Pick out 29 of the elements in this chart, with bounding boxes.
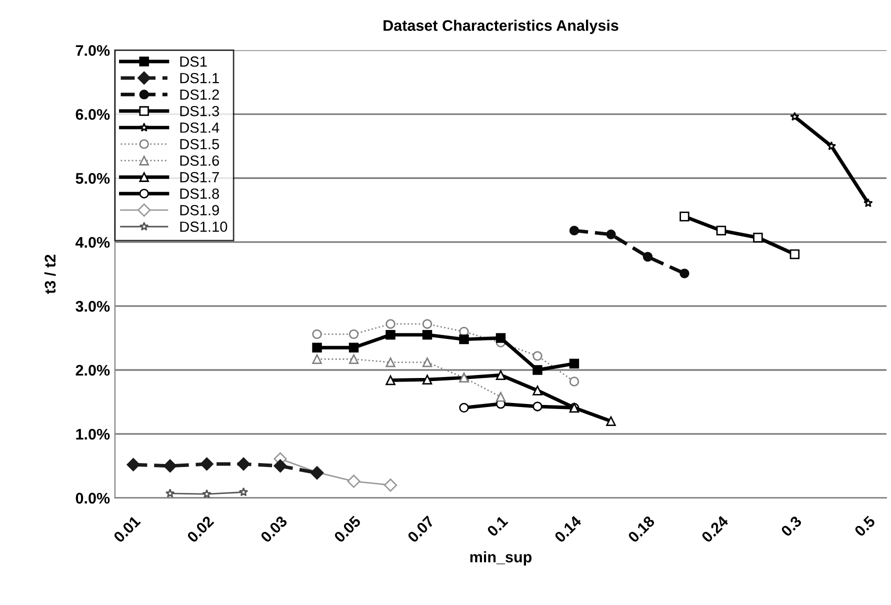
legend-label: DS1.6 bbox=[180, 156, 219, 166]
y-tick-label: 2.0% bbox=[76, 364, 110, 376]
x-tick-label: 0.18 bbox=[627, 515, 656, 544]
x-tick-label: 0.02 bbox=[186, 515, 214, 544]
y-tick-label: 7.0% bbox=[76, 45, 110, 56]
legend-label: DS1.9 bbox=[180, 205, 219, 216]
y-axis-title: t3 / t2 bbox=[44, 254, 56, 294]
legend-label: DS1.2 bbox=[180, 89, 219, 100]
legend-label: DS1.4 bbox=[180, 122, 220, 133]
y-tick-label: 4.0% bbox=[75, 236, 110, 248]
y-tick-label: 1.0% bbox=[76, 428, 110, 440]
y-tick-label: 0.0% bbox=[76, 492, 110, 504]
x-tick-label: 0.1 bbox=[486, 515, 508, 538]
y-tick-label: 6.0% bbox=[76, 109, 110, 120]
legend-label: DS1.8 bbox=[180, 188, 220, 199]
x-tick-label: 0.5 bbox=[854, 515, 876, 538]
y-tick-label: 5.0% bbox=[76, 172, 110, 184]
legend-label: DS1 bbox=[180, 56, 207, 67]
legend-label: DS1.3 bbox=[180, 106, 219, 116]
x-axis-title: min_sup bbox=[470, 551, 532, 566]
legend-label: DS1.1 bbox=[180, 72, 219, 84]
chart-title: Dataset Characteristics Analysis bbox=[384, 20, 618, 34]
legend-label: DS1.10 bbox=[180, 222, 228, 232]
legend-label: DS1.7 bbox=[180, 172, 219, 182]
legend-label: DS1.5 bbox=[180, 138, 220, 150]
y-tick-label: 3.0% bbox=[76, 300, 110, 312]
x-tick-label: 0.01 bbox=[113, 515, 141, 544]
x-tick-label: 0.3 bbox=[780, 515, 802, 538]
x-tick-label: 0.03 bbox=[260, 515, 288, 544]
